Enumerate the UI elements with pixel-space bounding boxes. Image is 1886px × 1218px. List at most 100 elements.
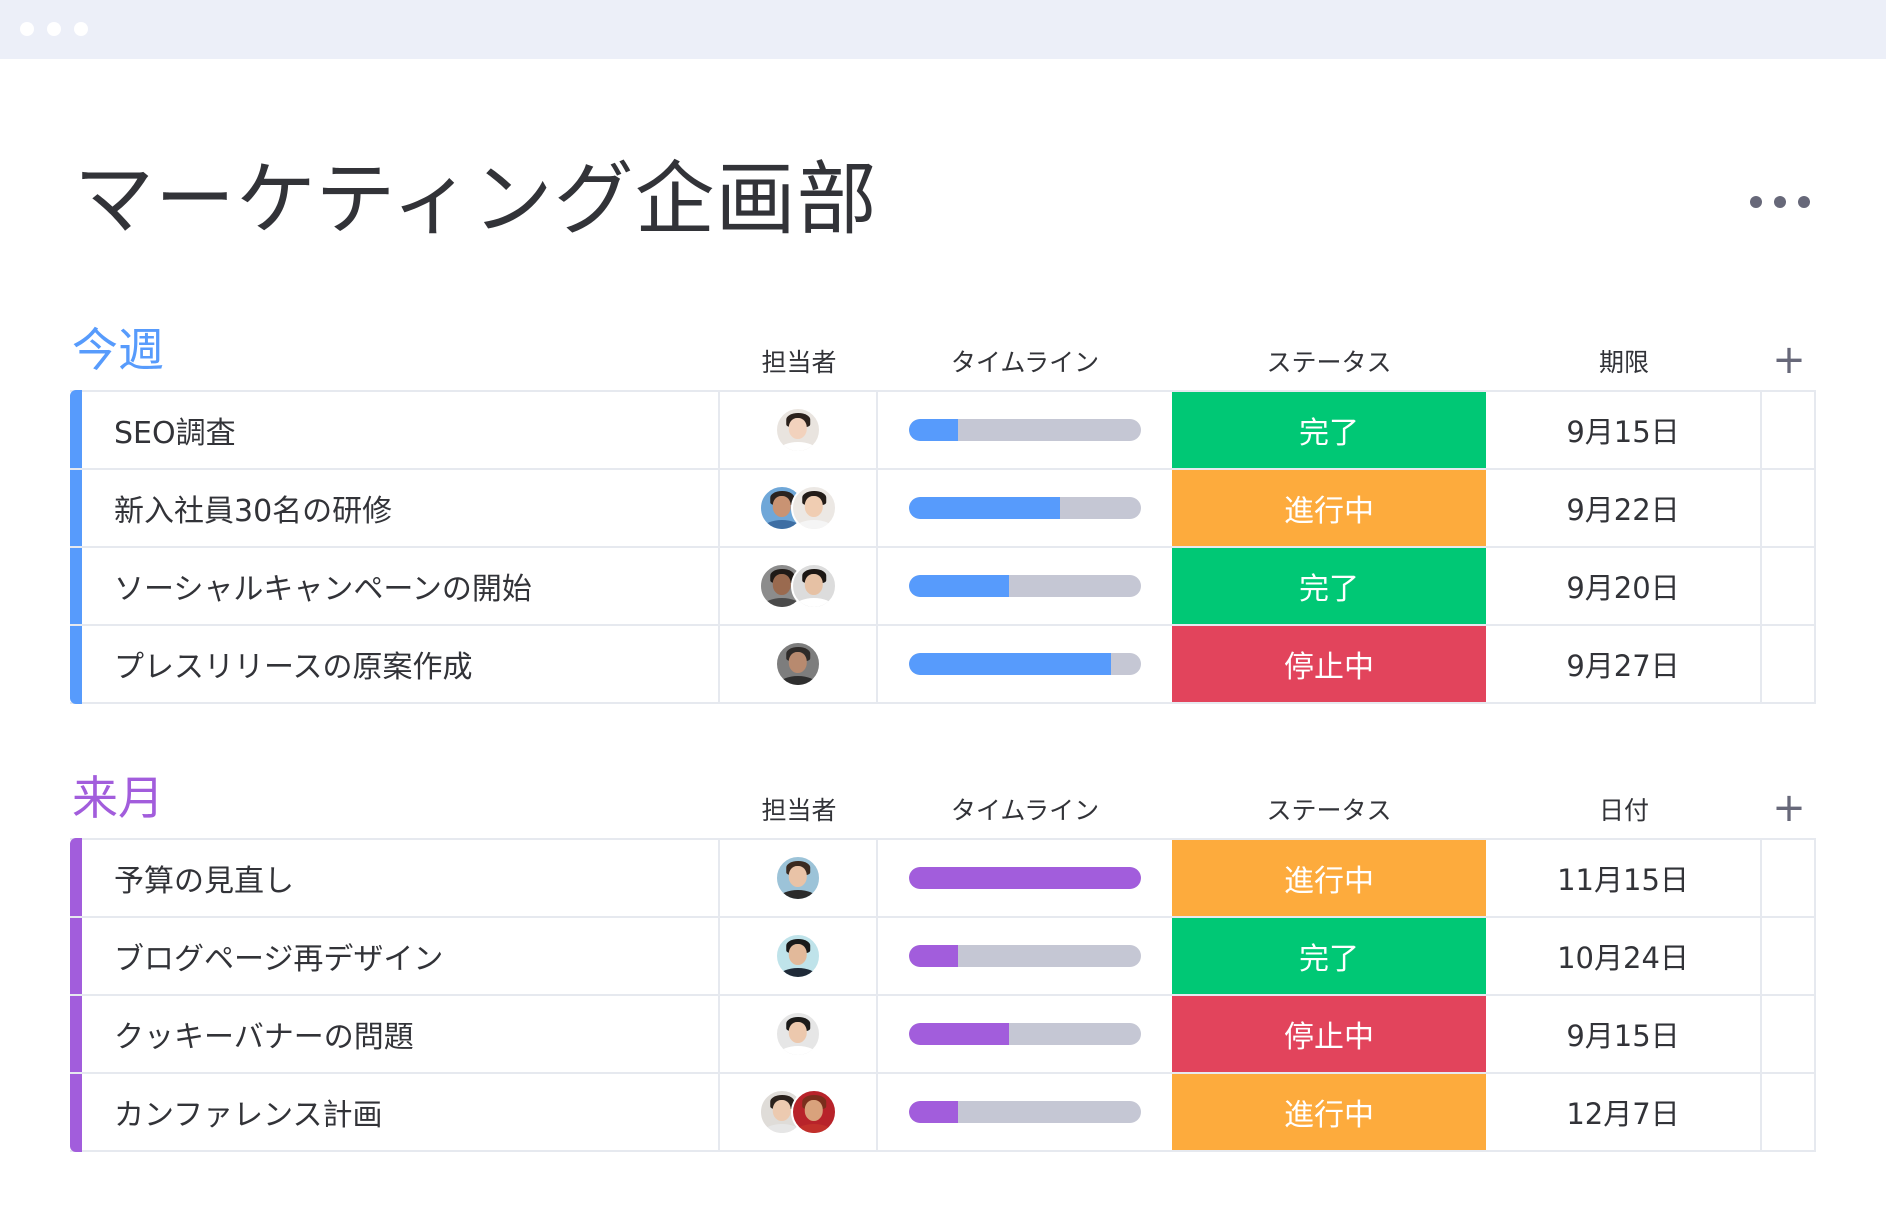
column-header-date: 期限 (1598, 348, 1649, 377)
timeline-bar[interactable] (909, 945, 1141, 967)
table-row[interactable]: ブログページ再デザイン 完了 10月24日 (70, 918, 1814, 996)
timeline-bar[interactable] (909, 867, 1141, 889)
date-cell[interactable]: 12月7日 (1486, 1074, 1762, 1150)
group: 来月 担当者 タイムライン ステータス 日付 + 予算の見直し 進行中 11月15日 ブログページ… (70, 748, 1816, 1152)
group-title[interactable]: 今週 (72, 323, 164, 377)
timeline-fill (909, 867, 1141, 889)
group-table: 予算の見直し 進行中 11月15日 ブログページ再デザイン 完了 10月24日 クッキーバナ… (70, 838, 1816, 1152)
person-cell[interactable] (720, 626, 878, 702)
item-name[interactable]: ソーシャルキャンペーンの開始 (82, 548, 720, 624)
avatar-face (788, 1022, 808, 1044)
avatar-body (763, 1123, 801, 1133)
column-header-status: ステータス (1266, 796, 1392, 825)
avatar-stack (775, 1010, 821, 1058)
table-row[interactable]: 新入社員30名の研修 進行中 9月22日 (70, 470, 1814, 548)
avatar-stack (759, 484, 837, 532)
status-label[interactable]: 停止中 (1172, 996, 1486, 1072)
group-title[interactable]: 来月 (72, 771, 164, 825)
timeline-cell[interactable] (878, 918, 1172, 994)
status-label[interactable]: 進行中 (1172, 1074, 1486, 1150)
column-header-timeline: タイムライン (950, 796, 1100, 825)
group-table: SEO調査 完了 9月15日 新入社員30名の研修 進行中 9月22日 ソーシャルキャンペー… (70, 390, 1816, 704)
table-row[interactable]: カンファレンス計画 進行中 12月7日 (70, 1074, 1814, 1150)
item-name[interactable]: 予算の見直し (82, 840, 720, 916)
column-header-person: 担当者 (761, 796, 837, 825)
avatar[interactable] (775, 1011, 821, 1057)
avatar-face (772, 496, 792, 518)
window-dot-icon (20, 22, 34, 36)
empty-cell (1762, 1074, 1816, 1150)
timeline-cell[interactable] (878, 626, 1172, 702)
table-row[interactable]: 予算の見直し 進行中 11月15日 (70, 840, 1814, 918)
add-column-button[interactable]: + (1772, 785, 1806, 831)
table-row[interactable]: SEO調査 完了 9月15日 (70, 392, 1814, 470)
person-cell[interactable] (720, 996, 878, 1072)
avatar[interactable] (775, 641, 821, 687)
item-name[interactable]: クッキーバナーの問題 (82, 996, 720, 1072)
timeline-cell[interactable] (878, 470, 1172, 546)
person-cell[interactable] (720, 918, 878, 994)
status-label[interactable]: 完了 (1172, 548, 1486, 624)
status-label[interactable]: 完了 (1172, 918, 1486, 994)
avatar-body (795, 1123, 833, 1133)
table-row[interactable]: プレスリリースの原案作成 停止中 9月27日 (70, 626, 1814, 702)
add-column-button[interactable]: + (1772, 337, 1806, 383)
avatar[interactable] (791, 1089, 837, 1135)
status-label[interactable]: 停止中 (1172, 626, 1486, 702)
status-label[interactable]: 進行中 (1172, 470, 1486, 546)
person-cell[interactable] (720, 392, 878, 468)
avatar-face (788, 652, 808, 674)
timeline-bar[interactable] (909, 497, 1141, 519)
avatar[interactable] (791, 485, 837, 531)
date-cell[interactable]: 9月27日 (1486, 626, 1762, 702)
timeline-bar[interactable] (909, 1023, 1141, 1045)
table-row[interactable]: クッキーバナーの問題 停止中 9月15日 (70, 996, 1814, 1074)
more-horizontal-icon[interactable] (1750, 190, 1810, 214)
person-cell[interactable] (720, 548, 878, 624)
avatar[interactable] (775, 407, 821, 453)
table-row[interactable]: ソーシャルキャンペーンの開始 完了 9月20日 (70, 548, 1814, 626)
avatar-stack (775, 640, 821, 688)
status-label[interactable]: 完了 (1172, 392, 1486, 468)
date-cell[interactable]: 9月15日 (1486, 392, 1762, 468)
avatar-body (779, 1045, 817, 1055)
date-cell[interactable]: 11月15日 (1486, 840, 1762, 916)
group: 今週 担当者 タイムライン ステータス 期限 + SEO調査 完了 9月15日 新入社員30名の研… (70, 300, 1816, 704)
item-name[interactable]: 新入社員30名の研修 (82, 470, 720, 546)
item-name[interactable]: カンファレンス計画 (82, 1074, 720, 1150)
timeline-cell[interactable] (878, 996, 1172, 1072)
date-cell[interactable]: 9月15日 (1486, 996, 1762, 1072)
avatar[interactable] (775, 933, 821, 979)
avatar-face (804, 1100, 824, 1122)
empty-cell (1762, 996, 1816, 1072)
empty-cell (1762, 626, 1816, 702)
timeline-bar[interactable] (909, 653, 1141, 675)
timeline-fill (909, 1023, 1009, 1045)
column-header-date: 日付 (1598, 796, 1649, 825)
timeline-bar[interactable] (909, 575, 1141, 597)
item-name[interactable]: ブログページ再デザイン (82, 918, 720, 994)
status-label[interactable]: 進行中 (1172, 840, 1486, 916)
avatar-face (804, 574, 824, 596)
date-cell[interactable]: 9月22日 (1486, 470, 1762, 546)
date-cell[interactable]: 9月20日 (1486, 548, 1762, 624)
date-cell[interactable]: 10月24日 (1486, 918, 1762, 994)
timeline-cell[interactable] (878, 1074, 1172, 1150)
timeline-cell[interactable] (878, 392, 1172, 468)
avatar[interactable] (775, 855, 821, 901)
window-dot-icon (74, 22, 88, 36)
person-cell[interactable] (720, 840, 878, 916)
timeline-bar[interactable] (909, 1101, 1141, 1123)
avatar-body (795, 519, 833, 529)
person-cell[interactable] (720, 470, 878, 546)
avatar[interactable] (791, 563, 837, 609)
window-titlebar (0, 0, 1886, 59)
item-name[interactable]: SEO調査 (82, 392, 720, 468)
timeline-bar[interactable] (909, 419, 1141, 441)
timeline-cell[interactable] (878, 548, 1172, 624)
avatar-face (804, 496, 824, 518)
timeline-cell[interactable] (878, 840, 1172, 916)
avatar-face (772, 1100, 792, 1122)
item-name[interactable]: プレスリリースの原案作成 (82, 626, 720, 702)
person-cell[interactable] (720, 1074, 878, 1150)
